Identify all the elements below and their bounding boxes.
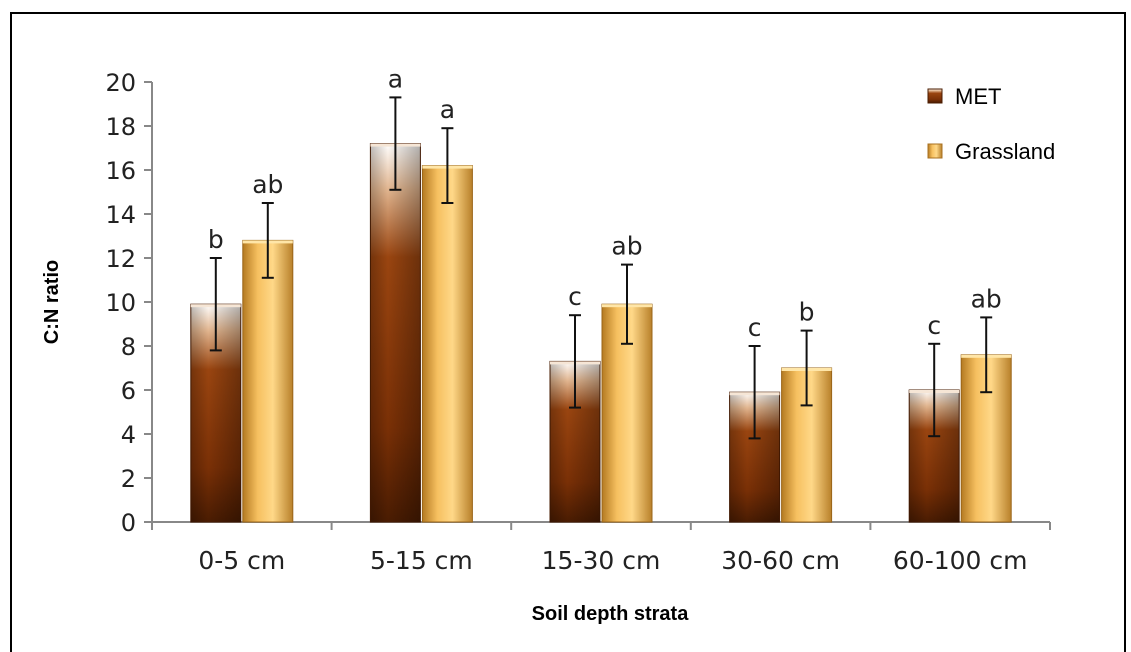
significance-letter: a	[388, 64, 403, 93]
significance-letter: ab	[611, 232, 642, 261]
significance-letter: c	[748, 313, 762, 342]
y-tick-label: 14	[105, 201, 136, 229]
x-ticks: 0-5 cm 5-15 cm 15-30 cm 30-60 cm 60-100 cm	[151, 522, 1051, 575]
y-tick-label: 18	[105, 113, 136, 141]
significance-letter: c	[568, 282, 582, 311]
legend-item-met: MET	[927, 84, 1001, 109]
x-tick-label: 30-60 cm	[721, 546, 840, 575]
significance-letter: ab	[252, 170, 283, 199]
error-bars	[209, 96, 993, 440]
y-tick-label: 10	[105, 289, 136, 317]
x-tick-label: 5-15 cm	[370, 546, 473, 575]
y-tick-label: 2	[121, 465, 136, 493]
legend-label-grassland: Grassland	[955, 139, 1055, 164]
y-tick-label: 20	[105, 69, 136, 97]
y-tick-label: 12	[105, 245, 136, 273]
significance-letter: c	[927, 311, 941, 340]
chart-frame	[10, 12, 1126, 652]
legend: MET Grassland	[927, 84, 1055, 164]
legend-swatch-grassland	[927, 143, 943, 159]
significance-letter: a	[440, 95, 455, 124]
y-tick-label: 16	[105, 157, 136, 185]
y-axis-title: C:N ratio	[41, 260, 63, 344]
bar-shading	[370, 143, 421, 522]
y-tick-label: 4	[121, 421, 136, 449]
bar-grassland	[242, 239, 294, 523]
significance-letter: ab	[971, 284, 1002, 313]
bar-grassland	[421, 165, 473, 523]
x-tick-label: 60-100 cm	[893, 546, 1028, 575]
y-tick-label: 0	[121, 509, 136, 537]
x-tick-label: 0-5 cm	[198, 546, 285, 575]
legend-label-met: MET	[955, 84, 1001, 109]
x-axis-title: Soil depth strata	[532, 603, 690, 625]
x-tick-label: 15-30 cm	[542, 546, 661, 575]
y-ticks: 0 2 4 6 8 10 12 14 16 18 20	[105, 69, 152, 537]
significance-letter: b	[208, 225, 224, 254]
legend-item-grassland: Grassland	[927, 139, 1055, 164]
significance-letter: b	[799, 298, 815, 327]
y-tick-label: 6	[121, 377, 136, 405]
legend-swatch-met	[927, 88, 943, 104]
y-tick-label: 8	[121, 333, 136, 361]
bars	[190, 143, 1012, 523]
